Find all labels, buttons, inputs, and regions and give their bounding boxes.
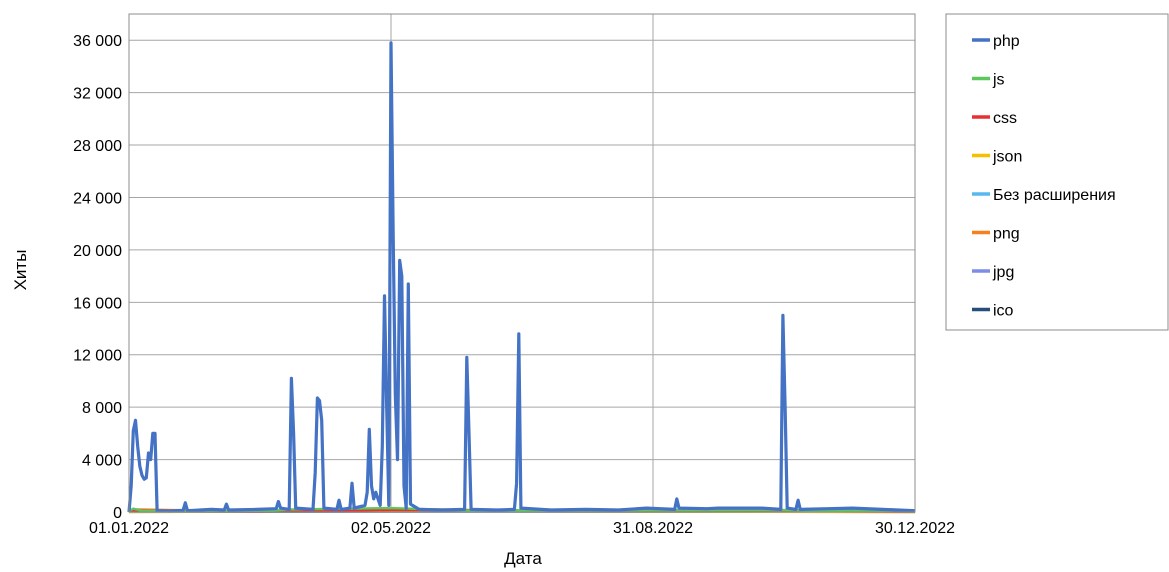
y-tick-label: 16 000 bbox=[73, 295, 122, 312]
x-axis-label: Дата bbox=[504, 549, 542, 568]
plot-frame bbox=[128, 13, 916, 513]
legend-label: ico bbox=[993, 303, 1014, 320]
y-tick-label: 4 000 bbox=[82, 453, 122, 470]
axes bbox=[128, 13, 916, 513]
x-tick-label: 02.05.2022 bbox=[351, 520, 431, 537]
legend-label: jpg bbox=[992, 264, 1014, 281]
y-tick-label: 24 000 bbox=[73, 190, 122, 207]
legend-label: Без расширения bbox=[993, 187, 1116, 204]
y-tick-label: 28 000 bbox=[73, 138, 122, 155]
legend-item: jpg bbox=[972, 264, 1014, 281]
legend-item: css bbox=[972, 110, 1017, 127]
y-tick-label: 8 000 bbox=[82, 400, 122, 417]
legend-label: js bbox=[992, 72, 1005, 89]
y-tick-label: 20 000 bbox=[73, 243, 122, 260]
legend-label: json bbox=[992, 149, 1022, 166]
series-line-js bbox=[128, 506, 916, 513]
y-tick-label: 36 000 bbox=[73, 33, 122, 50]
legend-label: css bbox=[993, 110, 1017, 127]
legend-item: ico bbox=[972, 303, 1014, 320]
x-tick-label: 01.01.2022 bbox=[89, 520, 169, 537]
y-tick-label: 12 000 bbox=[73, 348, 122, 365]
grid-lines bbox=[128, 14, 916, 513]
legend-label: png bbox=[993, 226, 1020, 243]
x-tick-label: 31.08.2022 bbox=[613, 520, 693, 537]
y-tick-label: 32 000 bbox=[73, 86, 122, 103]
series-line-php bbox=[127, 41, 916, 513]
legend: php js css json Без расширения png jpg ico bbox=[945, 13, 1169, 331]
legend-item: json bbox=[972, 149, 1022, 166]
tick-labels: 0 4 000 8 000 12 000 16 000 20 000 24 000 28 00… bbox=[73, 33, 955, 537]
legend-item: png bbox=[972, 226, 1020, 243]
legend-label: php bbox=[993, 33, 1020, 50]
legend-box bbox=[945, 13, 1169, 331]
y-tick-label: 0 bbox=[113, 505, 122, 522]
legend-item: js bbox=[972, 72, 1005, 89]
legend-item: Без расширения bbox=[972, 187, 1116, 204]
y-axis-label: Хиты bbox=[11, 250, 30, 291]
series-layer bbox=[127, 41, 916, 514]
legend-item: php bbox=[972, 33, 1020, 50]
x-tick-label: 30.12.2022 bbox=[875, 520, 955, 537]
